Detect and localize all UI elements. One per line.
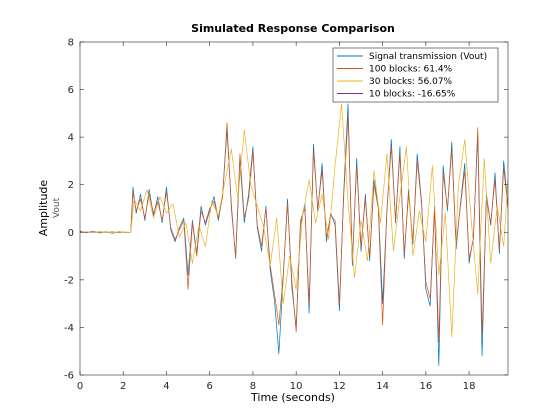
- legend: Signal transmission (Vout) 100 blocks: 61…: [332, 47, 499, 103]
- y-tick-label: -6: [64, 371, 74, 382]
- y-tick-label: -4: [64, 323, 74, 334]
- y-tick-label: 6: [68, 85, 74, 96]
- y-tick-label: 8: [68, 38, 74, 49]
- y-axis-sublabel: Vout: [52, 197, 62, 218]
- x-tick-label: 8: [250, 381, 256, 392]
- series-layer: [80, 103, 508, 366]
- x-tick-label: 14: [376, 381, 389, 392]
- series-line-2: [80, 115, 508, 343]
- legend-label-4: 10 blocks: -16.65%: [369, 90, 456, 100]
- legend-label-2: 100 blocks: 61.4%: [369, 65, 453, 75]
- y-tick-label: 0: [68, 228, 74, 239]
- x-tick-label: 0: [77, 381, 83, 392]
- series-line-3: [80, 103, 508, 338]
- x-tick-label: 4: [163, 381, 169, 392]
- chart-title: Simulated Response Comparison: [191, 22, 395, 35]
- y-axis: -6 -4 -2 0 2 4 6 8: [64, 38, 508, 382]
- y-tick-label: -2: [64, 275, 74, 286]
- x-tick-label: 10: [290, 381, 303, 392]
- y-axis-label-group: Amplitude Vout: [37, 180, 62, 237]
- x-tick-label: 12: [333, 381, 346, 392]
- x-axis-label: Time (seconds): [250, 391, 335, 404]
- x-axis: 0 2 4 6 8 10 12 14 16 18: [77, 42, 476, 392]
- y-axis-label: Amplitude: [37, 180, 50, 237]
- legend-label-1: Signal transmission (Vout): [369, 52, 487, 62]
- legend-label-3: 30 blocks: 56.07%: [369, 77, 453, 87]
- y-tick-label: 2: [68, 180, 74, 191]
- y-tick-label: 4: [68, 133, 74, 144]
- plot-frame: [79, 41, 509, 376]
- x-tick-label: 6: [207, 381, 213, 392]
- x-tick-label: 18: [463, 381, 476, 392]
- x-tick-label: 2: [120, 381, 126, 392]
- x-tick-label: 16: [419, 381, 432, 392]
